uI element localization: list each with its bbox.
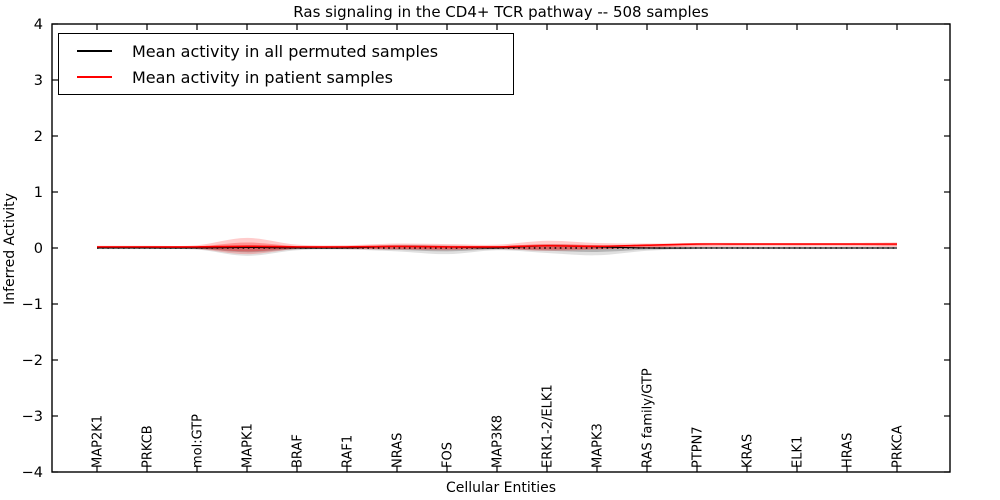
x-tick-label: PRKCB [141, 425, 156, 468]
x-tick-label: MAP2K1 [91, 415, 106, 468]
x-tick-label: RAS family/GTP [641, 368, 656, 468]
chart-title: Ras signaling in the CD4+ TCR pathway --… [293, 3, 709, 21]
patient-mean-line [96, 243, 897, 248]
y-tick-label: 3 [34, 73, 43, 89]
y-tick-label: −3 [22, 409, 43, 425]
x-tick-label: PTPN7 [691, 426, 706, 468]
legend-item-permuted: Mean activity in all permuted samples [59, 38, 513, 64]
x-tick-label: mol:GTP [191, 414, 206, 468]
patient-band [97, 237, 897, 255]
y-tick-label: 4 [34, 17, 43, 33]
y-tick-label: 0 [34, 241, 43, 257]
x-tick-label: PRKCA [891, 425, 906, 468]
x-tick-label: MAP3K8 [491, 415, 506, 468]
x-axis-label: Cellular Entities [445, 480, 557, 496]
permuted-line-swatch [77, 50, 112, 52]
x-tick-label: MAPK3 [591, 423, 606, 468]
x-tick-label: MAPK1 [241, 423, 256, 468]
y-tick-label: 2 [34, 129, 43, 145]
x-tick-label: RAF1 [341, 435, 356, 468]
x-tick-label: KRAS [741, 434, 756, 468]
y-tick-label: −1 [22, 297, 43, 313]
x-tick-label: ELK1 [791, 436, 806, 468]
y-axis-label: Inferred Activity [2, 193, 18, 305]
legend-box: Mean activity in all permuted samples Me… [58, 33, 514, 95]
y-tick-label: −4 [22, 465, 43, 481]
x-tick-label: FOS [441, 442, 456, 468]
y-tick-label: −2 [22, 353, 43, 369]
x-tick-label: NRAS [391, 433, 406, 468]
legend-item-patient: Mean activity in patient samples [59, 64, 513, 90]
legend-label: Mean activity in patient samples [132, 67, 393, 87]
legend-label: Mean activity in all permuted samples [132, 41, 439, 61]
x-tick-label: ERK1-2/ELK1 [541, 384, 556, 468]
x-tick-label: HRAS [841, 433, 856, 468]
y-tick-label: 1 [34, 185, 43, 201]
x-tick-label: BRAF [291, 434, 306, 468]
permuted-mean-line [97, 245, 897, 249]
patient-line-swatch [77, 76, 112, 78]
